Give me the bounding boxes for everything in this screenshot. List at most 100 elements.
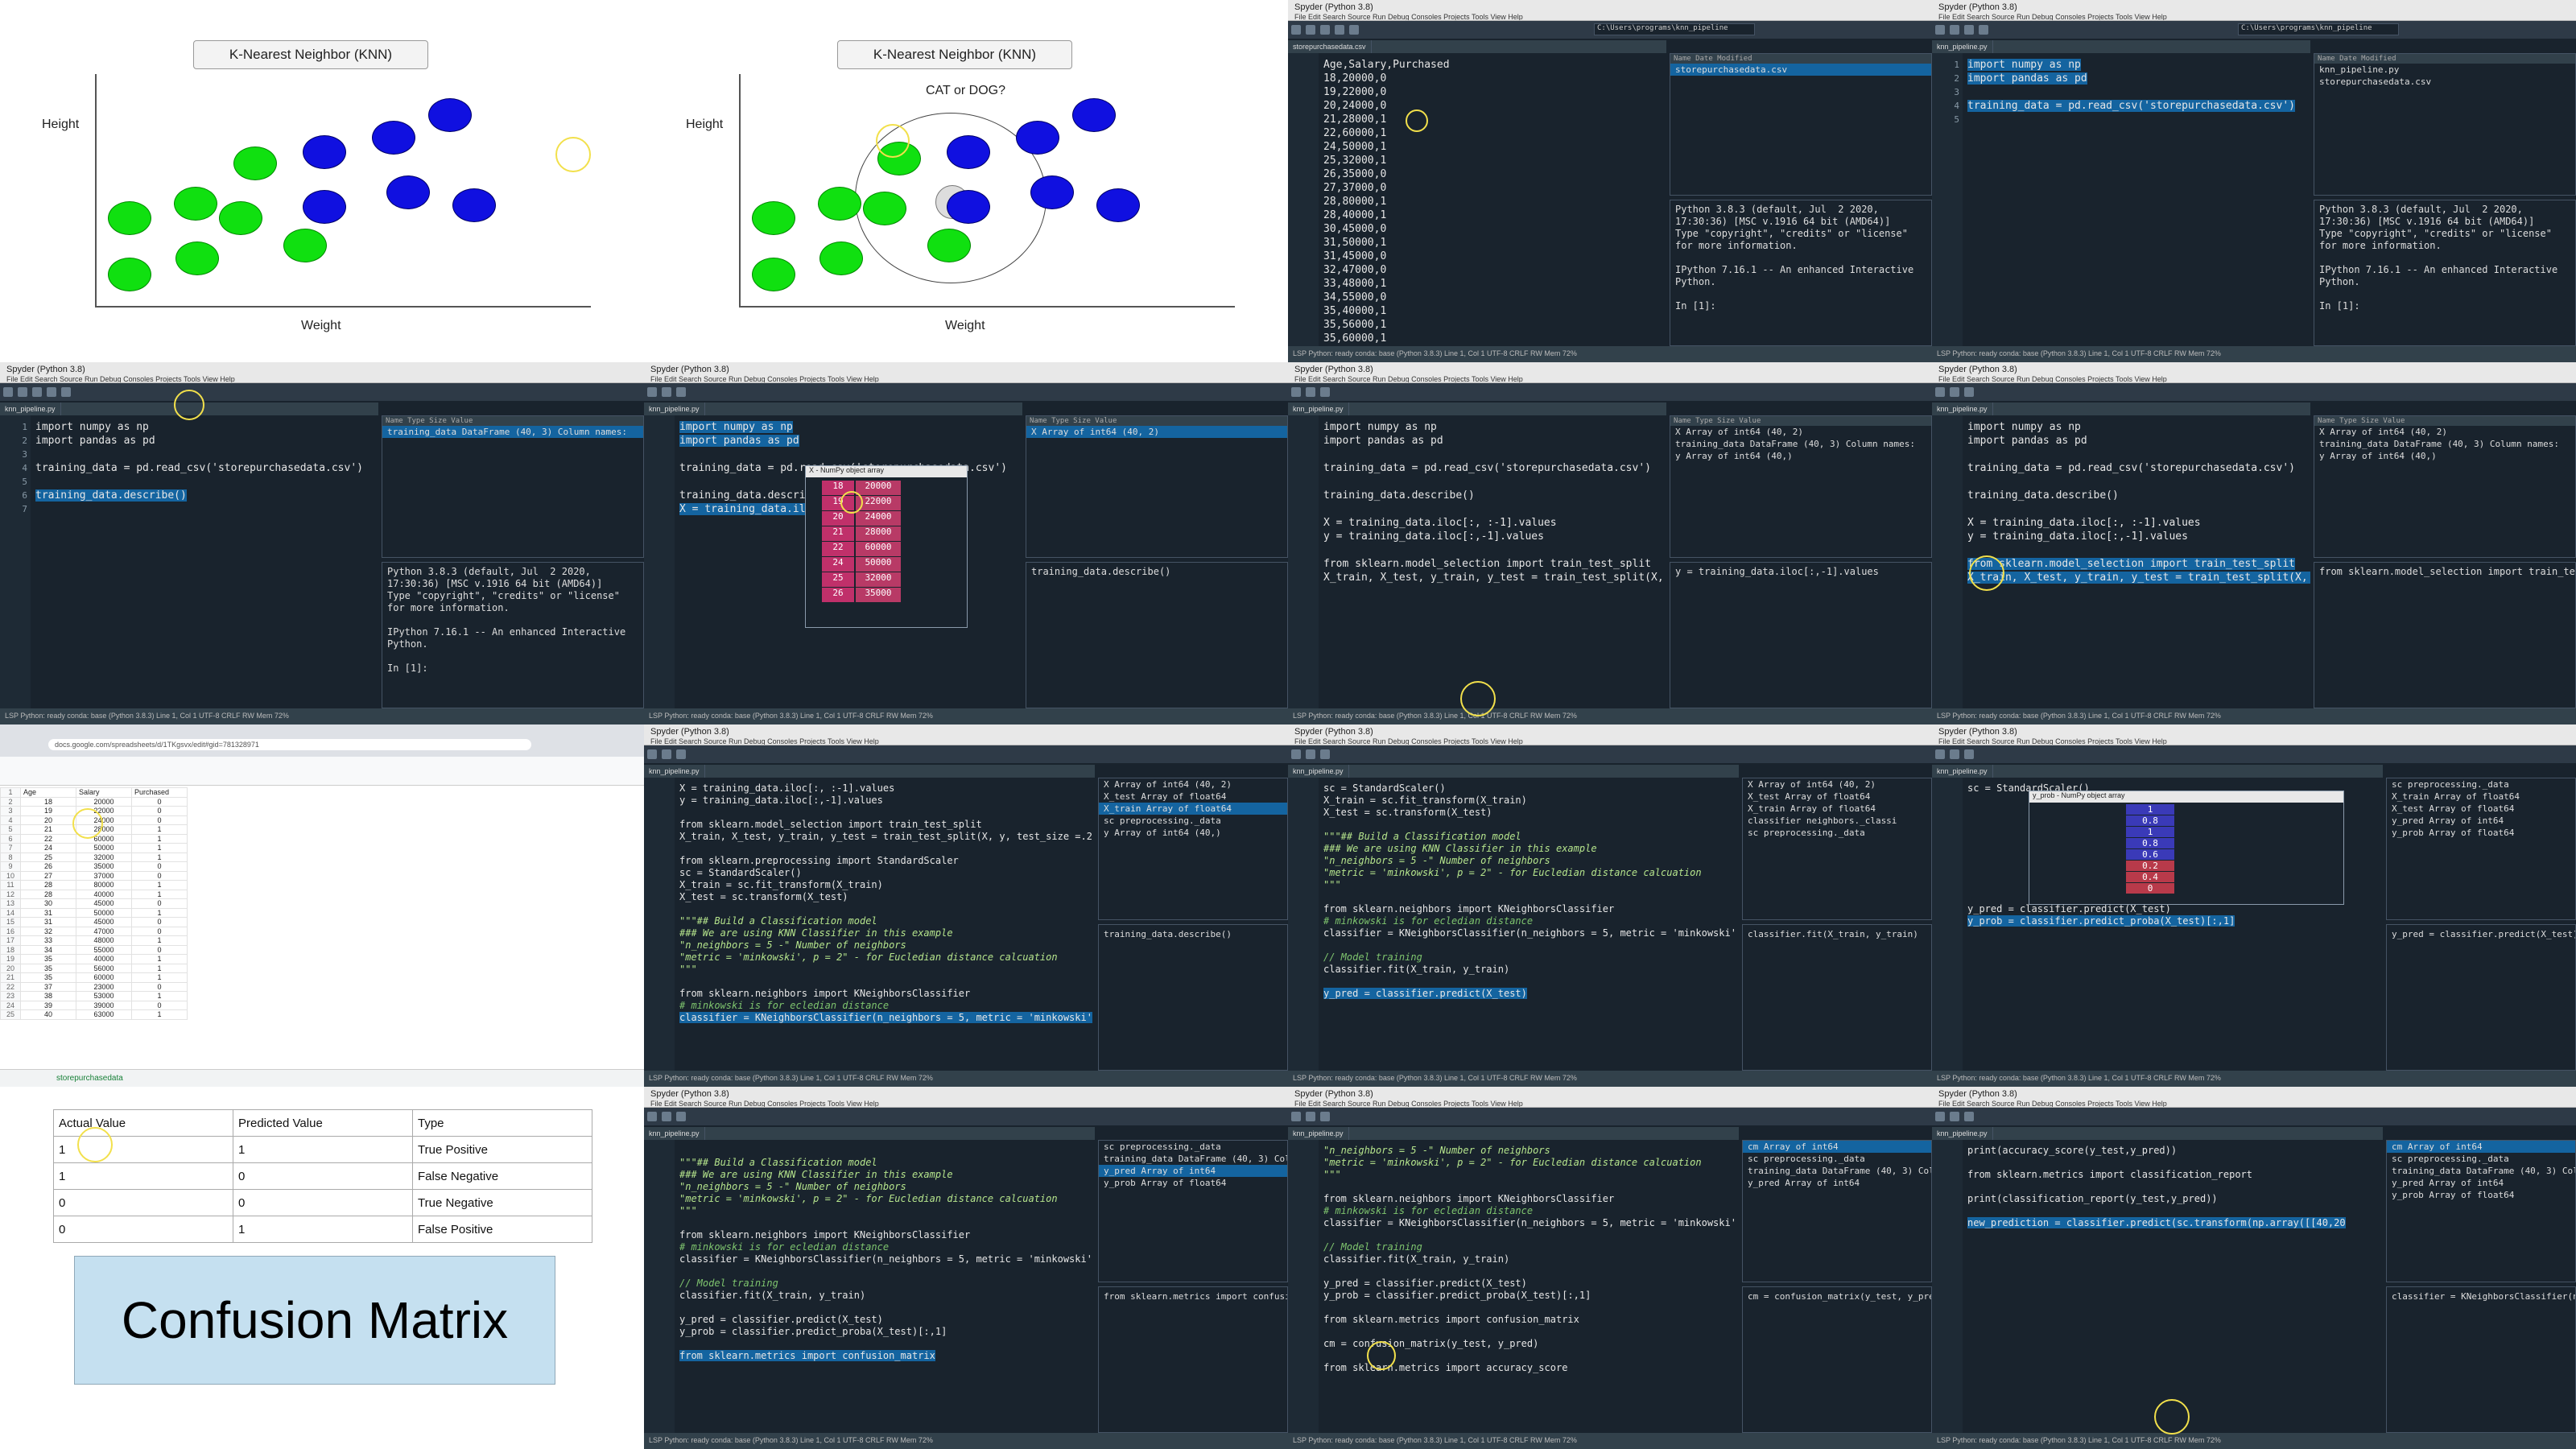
save-icon[interactable] xyxy=(1320,387,1330,397)
variable-explorer[interactable]: Name Type Size Value X Array of int64 (40… xyxy=(2314,415,2576,558)
ipython-console[interactable]: y = training_data.iloc[:,-1].values xyxy=(1670,562,1932,708)
array-cell[interactable]: 1 xyxy=(2126,804,2174,815)
run-icon[interactable] xyxy=(1335,25,1344,35)
array-cell[interactable]: 28000 xyxy=(856,526,901,541)
variable-explorer[interactable]: cm Array of int64 sc preprocessing._data t… xyxy=(1742,1140,1932,1282)
var-row[interactable]: sc preprocessing._data xyxy=(1104,815,1221,826)
menu-bar[interactable]: File Edit Search Source Run Debug Consol… xyxy=(1294,375,1523,383)
sheet-cell[interactable]: 0 xyxy=(131,917,188,927)
file-explorer[interactable]: Name Date Modified storepurchasedata.csv xyxy=(1670,53,1932,196)
file-item[interactable]: storepurchasedata.csv xyxy=(2319,76,2432,87)
variable-explorer[interactable]: Name Type Size Value training_data DataFr… xyxy=(382,415,644,558)
sheet-cell[interactable]: 40000 xyxy=(76,889,132,899)
run-icon[interactable] xyxy=(1979,25,1988,35)
sheet-cell[interactable]: 1 xyxy=(131,880,188,890)
variable-explorer[interactable]: Name Type Size Value X Array of int64 (40… xyxy=(1026,415,1288,558)
sheet-cell[interactable]: 1 xyxy=(131,954,188,964)
sheet-cell[interactable]: 1 xyxy=(131,972,188,983)
array-cell[interactable]: 0.4 xyxy=(2126,872,2174,882)
var-row[interactable]: y_prob Array of float64 xyxy=(1104,1178,1227,1188)
ipython-console[interactable]: from sklearn.metrics import confusion_ma… xyxy=(1098,1286,1288,1433)
sheet-cell[interactable]: 50000 xyxy=(76,843,132,853)
array-cell[interactable]: 24 xyxy=(822,557,854,572)
array-cell[interactable]: 0.2 xyxy=(2126,861,2174,871)
var-row[interactable]: training_data DataFrame (40, 3) Column n… xyxy=(1104,1154,1287,1164)
editor-pane[interactable]: sc = StandardScaler() X_train = sc.fit_t… xyxy=(1288,778,1739,1071)
editor-pane[interactable]: print(accuracy_score(y_test,y_pred)) fro… xyxy=(1932,1140,2383,1433)
open-icon[interactable] xyxy=(662,749,671,759)
save-icon[interactable] xyxy=(1964,749,1974,759)
sheet-cell[interactable]: 0 xyxy=(131,926,188,936)
array-cell[interactable]: 25 xyxy=(822,572,854,587)
var-row[interactable]: X_train Array of float64 xyxy=(1099,803,1287,815)
open-icon[interactable] xyxy=(662,1112,671,1121)
editor-pane[interactable]: Age,Salary,Purchased 18,20000,0 19,22000,0… xyxy=(1288,53,1666,346)
menu-bar[interactable]: File Edit Search Source Run Debug Consol… xyxy=(650,737,879,745)
save-icon[interactable] xyxy=(676,749,686,759)
sheet-cell[interactable]: 1 xyxy=(131,907,188,918)
new-file-icon[interactable] xyxy=(1935,25,1945,35)
sheet-cell[interactable]: 40 xyxy=(20,1009,76,1020)
array-editor-dialog[interactable]: X - NumPy object array 18 20000 19 22000 20 2… xyxy=(805,465,968,628)
menu-bar[interactable]: File Edit Search Source Run Debug Consol… xyxy=(650,375,879,383)
save-icon[interactable] xyxy=(1964,25,1974,35)
ipython-console[interactable]: classifier = KNeighborsClassifier(n_neig… xyxy=(2386,1286,2576,1433)
save-icon[interactable] xyxy=(1964,387,1974,397)
ipython-console[interactable]: cm = confusion_matrix(y_test, y_pred) xyxy=(1742,1286,1932,1433)
sheet-cell[interactable]: 35000 xyxy=(76,861,132,872)
new-file-icon[interactable] xyxy=(1291,1112,1301,1121)
sheet-cell[interactable]: 35 xyxy=(20,972,76,983)
array-grid[interactable]: 18 20000 19 22000 20 24000 21 28000 22 60000 24 500… xyxy=(822,481,919,609)
menu-bar[interactable]: File Edit Search Source Run Debug Consol… xyxy=(1294,1100,1523,1108)
tab-script[interactable]: knn_pipeline.py xyxy=(644,402,705,415)
array-cell[interactable]: 21 xyxy=(822,526,854,541)
sheet-cell[interactable]: 80000 xyxy=(76,880,132,890)
sheet-cell[interactable]: 40000 xyxy=(76,954,132,964)
sheet-cell[interactable]: 37 xyxy=(20,981,76,992)
open-icon[interactable] xyxy=(1306,25,1315,35)
sheet-cell[interactable]: 31 xyxy=(20,907,76,918)
var-row[interactable]: y_prob Array of float64 xyxy=(2392,828,2515,838)
sheet-cell[interactable]: 35 xyxy=(20,963,76,973)
new-file-icon[interactable] xyxy=(647,749,657,759)
editor-pane[interactable]: """## Build a Classification model ### W… xyxy=(644,1140,1095,1433)
menu-bar[interactable]: File Edit Search Source Run Debug Consol… xyxy=(1938,13,2167,21)
var-row[interactable]: y_prob Array of float64 xyxy=(2392,1190,2515,1200)
ipython-console[interactable]: training_data.describe() xyxy=(1098,924,1288,1071)
var-row[interactable]: X_test Array of float64 xyxy=(2392,803,2515,814)
array-cell[interactable]: 20 xyxy=(822,511,854,526)
ipython-console[interactable]: from sklearn.model_selection import trai… xyxy=(2314,562,2576,708)
var-row[interactable]: X_train Array of float64 xyxy=(2392,791,2520,802)
sheet-cell[interactable]: 30 xyxy=(20,898,76,909)
ipython-console[interactable]: training_data.describe() xyxy=(1026,562,1288,708)
var-row[interactable]: X_train Array of float64 xyxy=(1748,803,1876,814)
tab-script[interactable]: knn_pipeline.py xyxy=(644,765,705,778)
var-row[interactable]: training_data DataFrame (40, 3) Column n… xyxy=(1748,1166,1931,1176)
path-field[interactable]: C:\Users\programs\knn_pipeline xyxy=(1594,23,1755,35)
array-cell[interactable]: 0 xyxy=(2126,883,2174,894)
address-bar[interactable]: docs.google.com/spreadsheets/d/1TKgsvx/e… xyxy=(48,739,531,750)
tab-script[interactable]: knn_pipeline.py xyxy=(1932,1127,1993,1140)
open-icon[interactable] xyxy=(1950,749,1959,759)
var-row[interactable]: X Array of int64 (40, 2) xyxy=(1104,779,1232,790)
sheet-cell[interactable]: 0 xyxy=(131,796,188,807)
menu-bar[interactable]: File Edit Search Source Run Debug Consol… xyxy=(1294,737,1523,745)
array-cell[interactable]: 32000 xyxy=(856,572,901,587)
sheet-cell[interactable]: 34 xyxy=(20,944,76,955)
variable-explorer[interactable]: cm Array of int64 sc preprocessing._data t… xyxy=(2386,1140,2576,1282)
variable-explorer[interactable]: X Array of int64 (40, 2) X_test Array of … xyxy=(1098,778,1288,920)
open-icon[interactable] xyxy=(662,387,671,397)
sheet-cell[interactable]: 1 xyxy=(131,824,188,835)
array-cell[interactable]: 24000 xyxy=(856,511,901,526)
sheet-cell[interactable]: 0 xyxy=(131,981,188,992)
proba-grid[interactable]: 1 0.8 1 0.8 0.6 0.2 0.4 0 xyxy=(2126,804,2223,899)
sheet-cell[interactable]: 21 xyxy=(20,824,76,835)
sheet-cell[interactable]: 20000 xyxy=(76,796,132,807)
ipython-console[interactable]: classifier.fit(X_train, y_train) xyxy=(1742,924,1932,1071)
sheet-cell[interactable]: 28 xyxy=(20,880,76,890)
open-icon[interactable] xyxy=(1950,25,1959,35)
new-file-icon[interactable] xyxy=(1935,1112,1945,1121)
var-row[interactable]: y_pred Array of int64 xyxy=(2392,815,2504,826)
sheet-cell[interactable]: 50000 xyxy=(76,907,132,918)
sheet-cell[interactable]: 0 xyxy=(131,815,188,825)
